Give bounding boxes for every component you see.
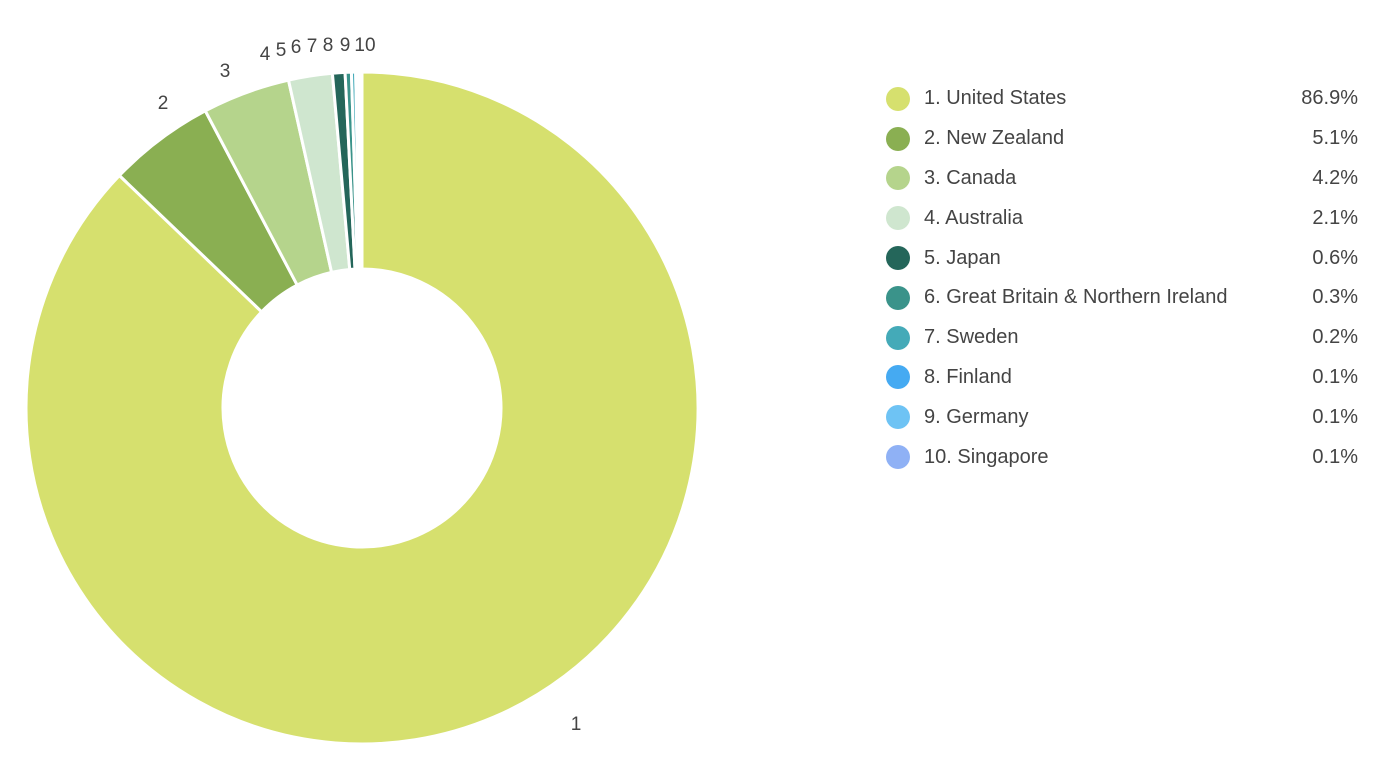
legend-item[interactable]: 3. Canada 4.2% [886,159,1358,199]
legend-swatch-icon [886,126,910,151]
legend-label: 10. Singapore [924,445,1049,468]
legend-label: 9. Germany [924,405,1029,428]
slice-label-9: 9 [340,35,351,56]
slice-label-10: 10 [354,35,375,56]
legend-item[interactable]: 4. Australia 2.1% [886,198,1358,238]
legend-item[interactable]: 10. Singapore 0.1% [886,437,1358,477]
slice-label-7: 7 [307,36,318,57]
legend-value: 0.1% [1312,405,1358,428]
donut-slice-10[interactable] [358,70,364,271]
legend-value: 2.1% [1312,206,1358,229]
donut-slice-labels: 1 2 3 4 5 6 7 8 9 10 [158,35,582,735]
legend-swatch-icon [886,206,910,231]
slice-label-2: 2 [158,93,169,114]
slice-label-4: 4 [260,44,271,65]
legend-label: 2. New Zealand [924,127,1065,150]
slice-label-1: 1 [571,714,582,735]
legend-value: 86.9% [1301,87,1358,110]
legend-swatch-icon [886,445,910,470]
legend-label: 6. Great Britain & Northern Ireland [924,286,1228,309]
legend-item[interactable]: 1. United States 86.9% [886,79,1358,119]
legend-value: 0.1% [1312,445,1358,468]
legend-value: 0.6% [1312,246,1358,269]
chart-legend: 1. United States 86.9% 2. New Zealand 5.1% 3… [886,79,1358,477]
legend-item[interactable]: 5. Japan 0.6% [886,238,1358,278]
legend-label: 7. Sweden [924,326,1019,349]
legend-swatch-icon [886,405,910,430]
legend-value: 0.2% [1312,326,1358,349]
legend-item[interactable]: 6. Great Britain & Northern Ireland 0.3% [886,278,1358,318]
legend-value: 5.1% [1312,127,1358,150]
donut-slices [24,70,700,746]
legend-value: 0.3% [1312,286,1358,309]
legend-label: 8. Finland [924,365,1012,388]
legend-label: 1. United States [924,87,1067,110]
legend-label: 4. Australia [924,206,1023,229]
legend-swatch-icon [886,285,910,310]
donut-slice-1[interactable] [24,70,700,746]
legend-swatch-icon [886,166,910,191]
slice-label-6: 6 [291,37,302,58]
legend-item[interactable]: 8. Finland 0.1% [886,358,1358,398]
legend-value: 0.1% [1312,365,1358,388]
legend-swatch-icon [886,325,910,350]
legend-item[interactable]: 2. New Zealand 5.1% [886,119,1358,159]
legend-swatch-icon [886,86,910,111]
legend-label: 5. Japan [924,246,1001,269]
legend-swatch-icon [886,246,910,271]
legend-value: 4.2% [1312,166,1358,189]
legend-label: 3. Canada [924,166,1017,189]
legend-swatch-icon [886,365,910,390]
slice-label-3: 3 [220,61,231,82]
legend-item[interactable]: 9. Germany 0.1% [886,397,1358,437]
slice-label-5: 5 [276,40,287,61]
legend-item[interactable]: 7. Sweden 0.2% [886,318,1358,358]
slice-label-8: 8 [323,35,334,56]
